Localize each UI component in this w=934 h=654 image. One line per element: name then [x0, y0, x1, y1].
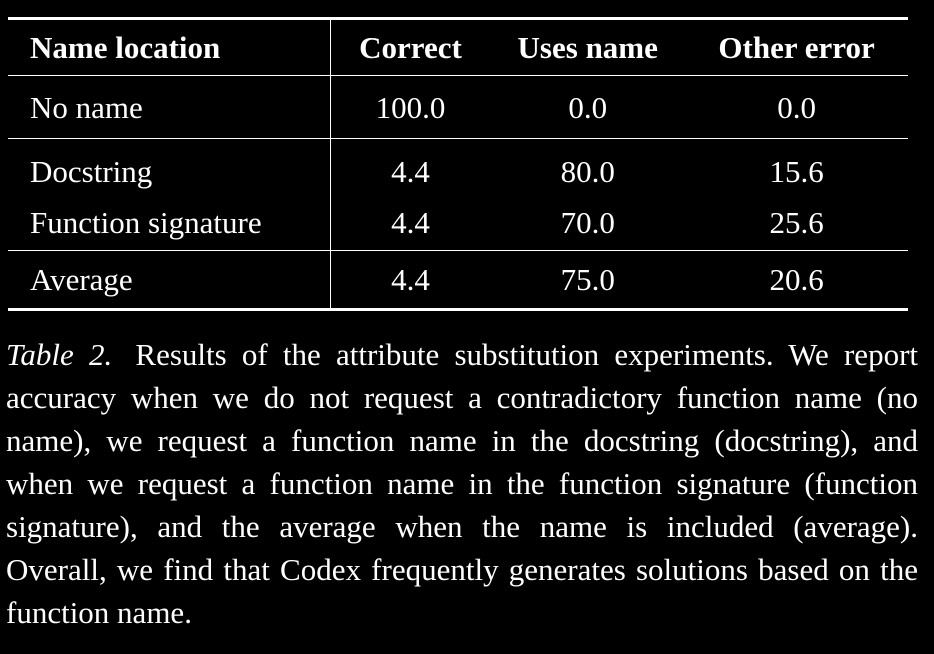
cell-uses-name: 80.0 — [560, 154, 615, 189]
caption-label: Table 2. — [6, 337, 113, 372]
table-header-row: Name location Correct Uses name Other er… — [8, 18, 908, 76]
cell-correct: 4.4 — [391, 154, 430, 189]
cell-correct: 100.0 — [375, 89, 446, 125]
cell-other-error: 25.6 — [769, 204, 824, 240]
cell-uses-name: 0.0 — [568, 89, 608, 125]
cell-correct: 4.4 — [391, 204, 430, 240]
table-caption: Table 2. Results of the attribute substi… — [6, 333, 918, 634]
results-table: Name location Correct Uses name Other er… — [8, 17, 908, 311]
cell-uses-name: 70.0 — [560, 204, 615, 240]
header-correct: Correct — [359, 30, 462, 65]
header-other-error: Other error — [718, 30, 875, 65]
caption-text: Results of the attribute substitution ex… — [6, 337, 919, 630]
cell-correct: 4.4 — [391, 262, 430, 297]
cell-other-error: 0.0 — [777, 89, 816, 125]
table-row: Function signature 4.4 70.0 25.6 — [8, 198, 908, 251]
table-row: Docstring 4.4 80.0 15.6 — [8, 138, 908, 198]
cell-uses-name: 75.0 — [560, 262, 615, 297]
cell-other-error: 20.6 — [769, 262, 824, 297]
row-label: Function signature — [8, 198, 331, 251]
results-table-container: Name location Correct Uses name Other er… — [8, 17, 908, 311]
row-label: Average — [8, 250, 331, 310]
row-label: Docstring — [8, 138, 331, 198]
row-label: No name — [8, 75, 331, 139]
table-row: No name 100.0 0.0 0.0 — [8, 75, 908, 139]
cell-other-error: 15.6 — [769, 154, 824, 189]
table-row: Average 4.4 75.0 20.6 — [8, 250, 908, 310]
header-uses-name: Uses name — [517, 30, 658, 65]
header-name-location: Name location — [8, 18, 331, 76]
